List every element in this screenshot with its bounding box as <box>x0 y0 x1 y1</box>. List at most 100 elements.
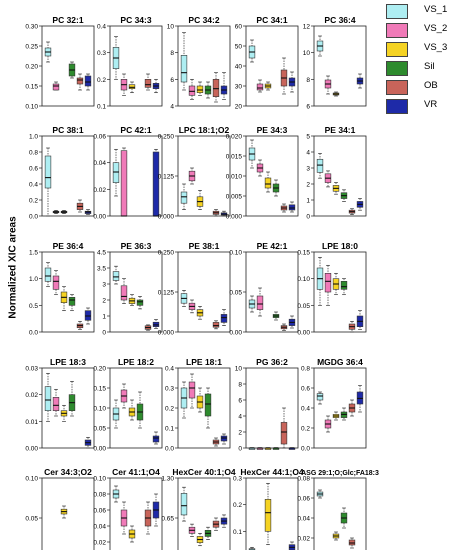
y-tick-label: 10 <box>303 50 311 57</box>
y-tick-label: 0.125 <box>158 174 175 181</box>
y-tick-label: 0.250 <box>158 134 175 141</box>
y-tick-label: 0.02 <box>93 187 106 194</box>
y-tick-label: 5 <box>306 134 310 141</box>
y-tick-label: 4 <box>238 414 242 421</box>
y-tick-label: 0.6 <box>301 386 310 393</box>
box-sil <box>340 281 348 290</box>
y-tick-label: 0.5 <box>29 303 38 310</box>
y-tick-label: 6 <box>170 77 174 84</box>
panel-frame <box>109 25 163 107</box>
panel-title: PC 34:1 <box>256 15 287 25</box>
panel-title: HexCer 40:1;O4 <box>172 467 236 477</box>
box-ob <box>212 322 220 328</box>
y-tick-label: 1.5 <box>29 250 38 257</box>
box-vs_2 <box>188 381 196 399</box>
box-vr <box>288 204 296 211</box>
y-tick-label: 10 <box>167 24 175 31</box>
y-tick-label: 0.0 <box>165 446 174 453</box>
y-tick-label: 0.05 <box>93 426 106 433</box>
y-tick-label: 0.01 <box>25 419 38 426</box>
y-tick-label: 8 <box>238 382 242 389</box>
panel-title: PC 34:2 <box>188 15 219 25</box>
panel-title: PG 36:2 <box>256 357 288 367</box>
y-tick-label: 0.10 <box>25 476 38 483</box>
y-tick-label: 0.65 <box>161 516 174 523</box>
y-tick-label: 0 <box>102 330 106 337</box>
box-sil <box>204 393 212 417</box>
box-ob <box>76 77 84 85</box>
y-tick-label: 2 <box>306 182 310 189</box>
y-tick-label: 0.000 <box>226 214 243 221</box>
y-tick-label: 0.10 <box>93 476 106 483</box>
y-tick-label: 0.10 <box>93 406 106 413</box>
y-tick-label: 0.15 <box>93 386 106 393</box>
y-tick-label: 0.250 <box>158 250 175 257</box>
legend-label: VS_3 <box>424 42 448 53</box>
y-tick-label: 0.2 <box>97 77 106 84</box>
panel-title: PE 34:3 <box>257 125 288 135</box>
panel-title: PC 36:4 <box>324 15 355 25</box>
legend-swatch <box>386 42 408 57</box>
y-tick-label: 1.30 <box>161 476 174 483</box>
box-vs_1 <box>180 55 188 83</box>
y-tick-label: 0.05 <box>25 516 38 523</box>
y-tick-label: 0.08 <box>93 492 106 499</box>
box-vs_2 <box>120 150 128 217</box>
legend-label: VS_2 <box>424 23 448 34</box>
y-tick-label: 40 <box>235 64 243 71</box>
y-tick-label: 0.15 <box>25 84 38 91</box>
box-vs_1 <box>316 393 324 401</box>
box-vs_2 <box>324 273 332 293</box>
y-tick-label: 2 <box>238 430 242 437</box>
y-tick-label: 4.5 <box>97 250 106 257</box>
box-vs_1 <box>44 267 52 282</box>
y-tick-label: 0.2 <box>165 406 174 413</box>
box-vs_3 <box>264 499 272 532</box>
y-tick-label: 10 <box>235 366 243 373</box>
panel-title: MGDG 36:4 <box>317 357 363 367</box>
box-ob <box>212 79 220 97</box>
y-tick-label: 3.5 <box>97 266 106 273</box>
panel-frame <box>245 477 299 550</box>
y-tick-label: 0 <box>238 446 242 453</box>
panel-frame <box>313 367 367 449</box>
y-tick-label: 0.2 <box>233 502 242 509</box>
y-tick-label: 0.04 <box>93 160 106 167</box>
panel-title: HexCer 44:1;O4 <box>240 467 304 477</box>
y-tick-label: 60 <box>235 24 243 31</box>
y-tick-label: 0.00 <box>25 446 38 453</box>
panel-title: LPC 18:1;O2 <box>179 125 230 135</box>
y-tick-label: 1.0 <box>29 276 38 283</box>
y-tick-label: 3 <box>306 166 310 173</box>
y-tick-label: 0.20 <box>25 64 38 71</box>
box-vs_3 <box>264 177 272 189</box>
box-vs_2 <box>188 85 196 96</box>
box-vs_2 <box>52 397 60 411</box>
panel-frame <box>109 251 163 333</box>
box-vr <box>152 151 160 217</box>
box-vr <box>152 435 160 443</box>
legend-swatch <box>386 61 408 76</box>
box-vs_2 <box>120 285 128 301</box>
y-tick-label: 0.020 <box>226 134 243 141</box>
y-tick-label: 0.00 <box>93 214 106 221</box>
box-vs_1 <box>44 155 52 189</box>
panel-title: ASG 29:1;O;Glc;FA18:3 <box>301 470 379 477</box>
box-vs_2 <box>256 83 264 91</box>
y-tick-label: 0.00 <box>93 446 106 453</box>
y-tick-label: 20 <box>235 104 243 111</box>
panel-title: LPE 18:3 <box>50 357 86 367</box>
y-tick-label: 3 <box>102 282 106 289</box>
y-tick-label: 0.3 <box>97 50 106 57</box>
panel-title: Cer 34:3;O2 <box>44 467 92 477</box>
y-tick-label: 0.25 <box>25 44 38 51</box>
y-tick-label: 0.4 <box>165 366 174 373</box>
panel-title: PC 42:1 <box>120 125 151 135</box>
panel-title: PE 36:4 <box>53 241 84 251</box>
y-axis-title: Normalized XIC areas <box>7 216 19 319</box>
box-vs_2 <box>52 83 60 91</box>
y-tick-label: 0.00 <box>297 330 310 337</box>
panel-title: PC 32:1 <box>52 15 83 25</box>
panel-frame <box>41 135 95 217</box>
panel-frame <box>313 135 367 217</box>
